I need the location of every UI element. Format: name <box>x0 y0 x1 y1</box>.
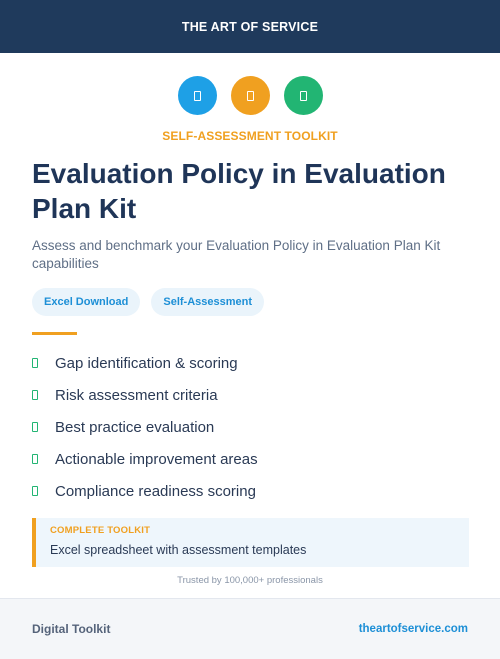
document-icon <box>283 76 323 115</box>
feature-text: Actionable improvement areas <box>55 450 258 468</box>
accent-divider <box>32 332 77 335</box>
header-bar: THE ART OF SERVICE <box>0 0 500 53</box>
feature-text: Risk assessment criteria <box>55 386 218 404</box>
check-icon <box>32 358 38 368</box>
feature-item: Actionable improvement areas <box>32 443 258 475</box>
feature-item: Risk assessment criteria <box>32 379 258 411</box>
feature-item: Gap identification & scoring <box>32 347 258 379</box>
callout-label: COMPLETE TOOLKIT <box>50 525 151 536</box>
document-icon <box>177 76 217 115</box>
check-icon <box>32 486 38 496</box>
footer-link[interactable]: theartofservice.com <box>358 623 468 635</box>
feature-item: Compliance readiness scoring <box>32 475 258 507</box>
page-title: Evaluation Policy in Evaluation Plan Kit <box>32 158 446 224</box>
toolkit-callout: COMPLETE TOOLKIT Excel spreadsheet with … <box>32 518 469 567</box>
footer-label: Digital Toolkit <box>32 622 111 636</box>
kicker-label: SELF-ASSESSMENT TOOLKIT <box>162 129 338 143</box>
tag-self-assessment: Self-Assessment <box>151 288 265 316</box>
feature-text: Best practice evaluation <box>55 418 215 436</box>
brand-name: THE ART OF SERVICE <box>181 19 319 34</box>
callout-text: Excel spreadsheet with assessment templa… <box>50 543 307 557</box>
check-icon <box>32 422 38 432</box>
trust-note: Trusted by 100,000+ professionals <box>177 575 323 586</box>
document-icon <box>230 76 270 115</box>
page-subtitle: Assess and benchmark your Evaluation Pol… <box>32 238 441 271</box>
footer-bar: Digital Toolkit theartofservice.com <box>0 598 500 659</box>
check-icon <box>32 390 38 400</box>
tag-excel-download: Excel Download <box>32 288 141 316</box>
feature-item: Best practice evaluation <box>32 411 258 443</box>
icon-row <box>0 76 500 115</box>
feature-text: Compliance readiness scoring <box>55 482 256 500</box>
check-icon <box>32 454 38 464</box>
feature-text: Gap identification & scoring <box>55 354 238 372</box>
tag-list: Excel Download Self-Assessment <box>32 288 265 316</box>
feature-list: Gap identification & scoring Risk assess… <box>32 347 258 507</box>
